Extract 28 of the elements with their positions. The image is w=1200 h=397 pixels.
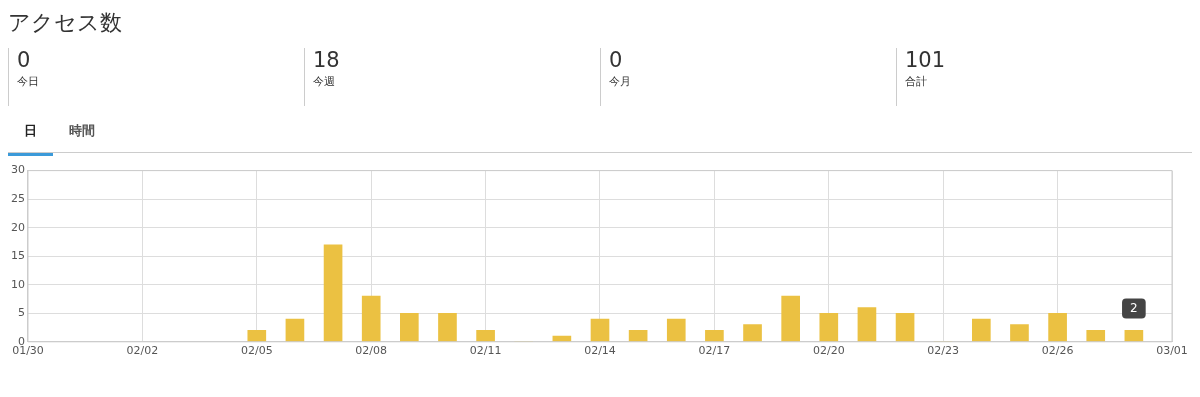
x-tick-label: 02/23 <box>927 344 960 358</box>
text: 今月 <box>609 74 632 89</box>
y-tick-label: 20 <box>11 220 25 234</box>
annotation: 2 <box>1130 300 1138 315</box>
x-tick-label: 02/05 <box>240 344 273 358</box>
x-tick-label: 03/01 <box>1156 344 1188 358</box>
text: 0 <box>609 48 624 72</box>
text: 18 <box>313 48 341 72</box>
y-tick-label: 5 <box>18 306 25 320</box>
y-tick-label: 30 <box>11 163 25 177</box>
x-tick-label: 02/14 <box>584 344 616 358</box>
text: 合計 <box>905 74 928 89</box>
y-tick-label: 15 <box>11 249 25 263</box>
x-tick-label: 01/30 <box>12 344 44 358</box>
x-tick-label: 02/20 <box>812 344 845 358</box>
text: 今週 <box>313 74 336 89</box>
y-tick-label: 10 <box>11 277 25 291</box>
text: 今日 <box>17 74 40 89</box>
x-tick-label: 02/17 <box>698 344 731 358</box>
x-tick-label: 02/08 <box>355 344 388 358</box>
y-tick-label: 25 <box>11 191 25 205</box>
text: 101 <box>905 48 947 72</box>
x-tick-label: 02/11 <box>469 344 502 358</box>
text: 日 <box>8 116 53 156</box>
x-tick-label: 02/02 <box>126 344 159 358</box>
text: 時間 <box>68 122 96 140</box>
text: アクセス数 <box>8 9 123 37</box>
x-tick-label: 02/26 <box>1041 344 1074 358</box>
